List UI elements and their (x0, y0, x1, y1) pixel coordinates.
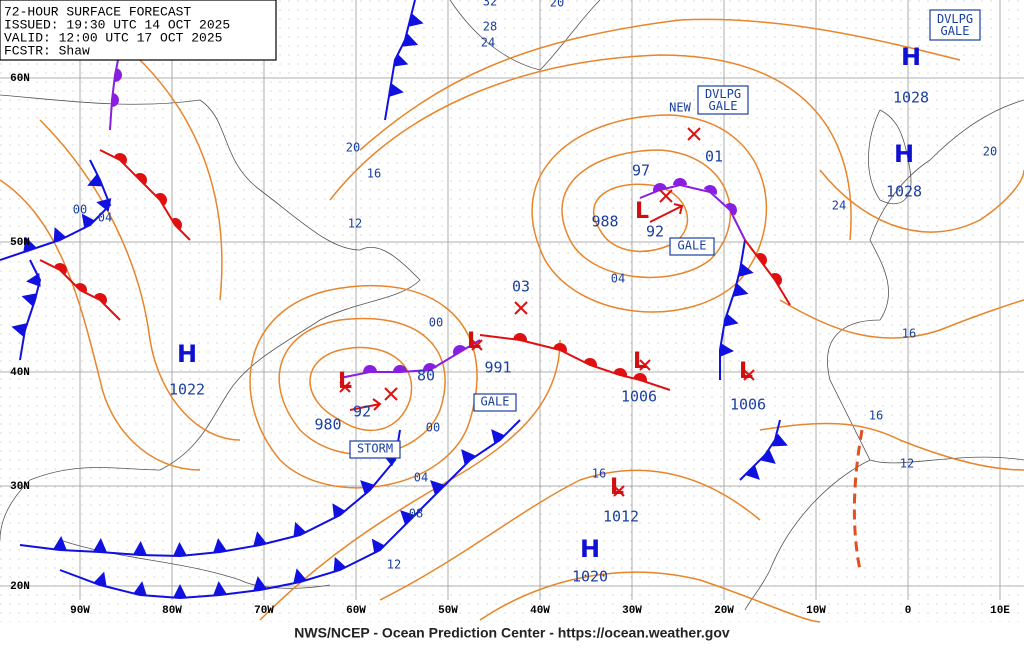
isobar-label: 12 (900, 457, 914, 471)
longitude-label: 80W (162, 605, 182, 617)
high-symbol: H (580, 535, 600, 563)
pressure-value: 03 (512, 278, 530, 296)
low-symbol: L (739, 359, 753, 384)
pressure-value: 01 (705, 148, 723, 166)
header-line: ISSUED: 19:30 UTC 14 OCT 2025 (4, 17, 230, 32)
header-line: VALID: 12:00 UTC 17 OCT 2025 (4, 30, 222, 45)
warning-label: NEW (669, 101, 691, 115)
isobar-label: 20 (983, 145, 997, 159)
longitude-label: 10E (990, 605, 1010, 617)
low-symbol: L (467, 329, 481, 354)
isobar-label: 20 (550, 0, 564, 10)
warning-label: DVLPG GALE (705, 87, 741, 113)
pressure-value: 80 (417, 367, 435, 385)
isobar-label: 12 (348, 217, 362, 231)
warning-label: GALE (481, 395, 510, 409)
warning-boxes (0, 0, 981, 459)
high-symbol: H (901, 43, 921, 71)
isobar-label: 12 (387, 558, 401, 572)
header-line: FCSTR: Shaw (4, 43, 90, 58)
high-pressure: 1020 (572, 568, 608, 586)
longitude-label: 50W (438, 605, 458, 617)
pressure-value: 97 (632, 162, 650, 180)
high-symbol: H (177, 340, 197, 368)
low-pressure: 1006 (730, 396, 766, 414)
high-pressure: 1028 (893, 89, 929, 107)
isobar-label: 16 (869, 409, 883, 423)
isobar-label: 28 (483, 20, 497, 34)
longitude-label: 20W (714, 605, 734, 617)
latitude-label: 20N (10, 581, 30, 593)
isobar-label: 00 (429, 316, 443, 330)
header-line: 72-HOUR SURFACE FORECAST (4, 4, 191, 19)
isobar-label: 04 (414, 471, 428, 485)
low-symbol: L (635, 199, 649, 224)
footer: NWS/NCEP - Ocean Prediction Center - htt… (294, 625, 730, 641)
high-symbol: H (894, 140, 914, 168)
low-symbol: L (610, 475, 624, 500)
isobar-label: 04 (611, 272, 625, 286)
longitude-label: 30W (622, 605, 642, 617)
longitude-label: 10W (806, 605, 826, 617)
isobar-label: 16 (367, 167, 381, 181)
isobar-label: 16 (902, 327, 916, 341)
latitude-label: 40N (10, 367, 30, 379)
warning-label: STORM (357, 442, 393, 456)
isobar-label: 24 (832, 199, 846, 213)
longitude-label: 0 (905, 605, 912, 617)
isobar-label: 00 (426, 421, 440, 435)
low-pressure: 988 (591, 213, 618, 231)
longitude-label: 70W (254, 605, 274, 617)
isobar-label: 24 (481, 36, 495, 50)
high-pressure: 1028 (886, 183, 922, 201)
isobar-label: 16 (592, 467, 606, 481)
warning-label: GALE (678, 239, 707, 253)
isobar-label: 20 (346, 141, 360, 155)
map-background (0, 0, 1024, 622)
warning-label: DVLPG GALE (937, 12, 973, 38)
low-centers (339, 127, 755, 497)
isobar-label: 32 (483, 0, 497, 9)
isobar-label: 00 (73, 203, 87, 217)
isobar-label: 08 (409, 507, 423, 521)
low-symbol: L (633, 349, 647, 374)
longitude-label: 90W (70, 605, 90, 617)
longitude-label: 60W (346, 605, 366, 617)
latitude-label: 50N (10, 237, 30, 249)
low-pressure: 1012 (603, 508, 639, 526)
latitude-label: 30N (10, 481, 30, 493)
low-pressure: 980 (314, 416, 341, 434)
latitude-label: 60N (10, 73, 30, 85)
fronts (0, 0, 864, 600)
longitude-label: 40W (530, 605, 550, 617)
low-pressure: 991 (484, 359, 511, 377)
low-symbol: L (338, 369, 352, 394)
pressure-value: 92 (646, 223, 664, 241)
high-pressure: 1022 (169, 381, 205, 399)
isobar-label: 04 (98, 211, 112, 225)
pressure-value: 92 (353, 403, 371, 421)
low-pressure: 1006 (621, 388, 657, 406)
